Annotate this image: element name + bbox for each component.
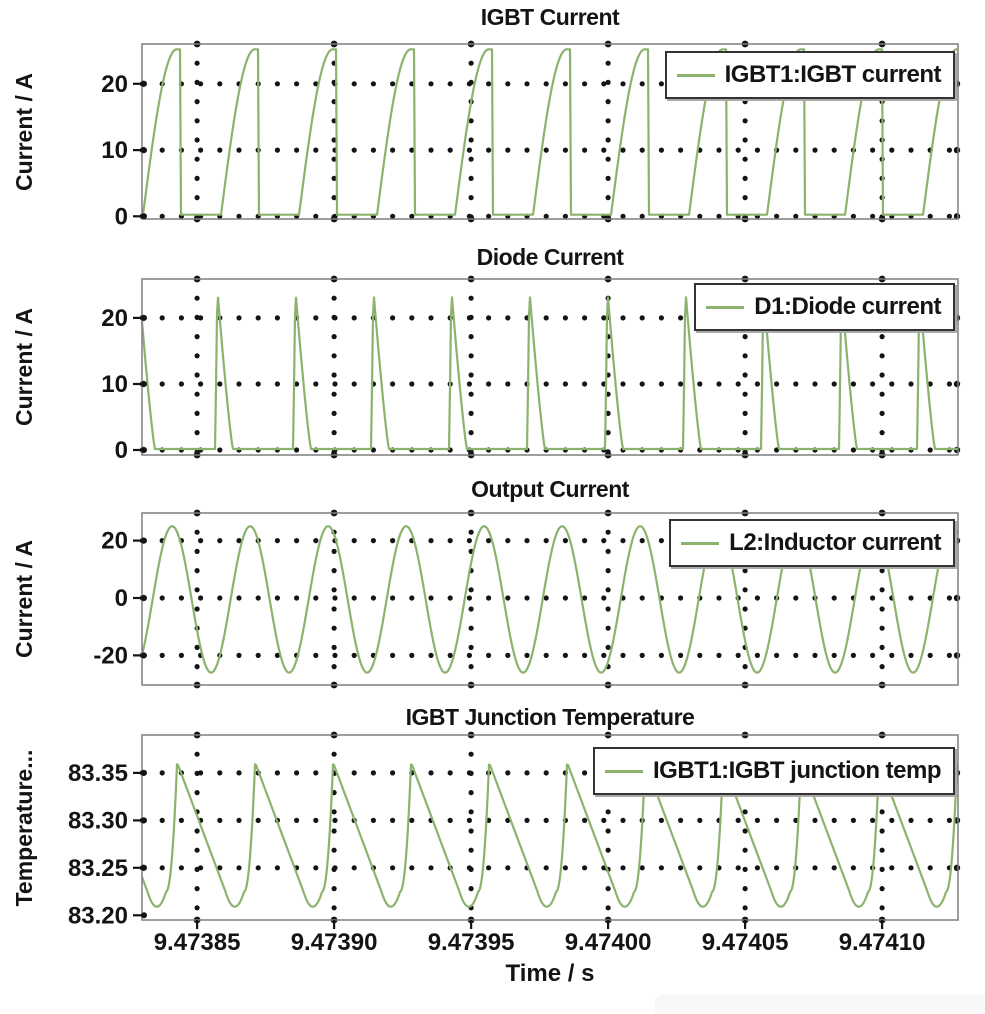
legend-label: L2:Inductor current: [729, 529, 941, 556]
y-tick-label: 10: [101, 137, 128, 164]
y-tick-label: 83.20: [68, 902, 128, 929]
x-tick-label: 9.47385: [154, 929, 241, 956]
legend-label: D1:Diode current: [754, 293, 941, 320]
plot-title-output-current: Output Current: [471, 476, 629, 502]
plot-frame: [141, 278, 959, 456]
x-tick-label: 9.47410: [839, 929, 926, 956]
y-tick-label: 0: [115, 585, 128, 612]
y-tick-label: 83.35: [68, 760, 128, 787]
waveform-line: [140, 296, 959, 451]
plot-title-junction-temperature: IGBT Junction Temperature: [405, 704, 695, 730]
x-tick-label: 9.47400: [565, 929, 652, 956]
subplot-2: -20 0 20: [93, 509, 961, 689]
subplot-3: 83.20 83.25 83.30 83.35: [68, 731, 961, 929]
y-tick-label: 83.30: [68, 807, 128, 834]
y-tick-label: 20: [101, 528, 128, 555]
x-axis-label: Time / s: [505, 960, 595, 987]
x-tick-label: 9.47405: [702, 929, 789, 956]
plot-frame: [141, 734, 959, 921]
legend-inductor-current: L2:Inductor current: [669, 519, 955, 567]
legend-line-sample-icon: [605, 769, 643, 773]
watermark-strip: [655, 994, 985, 1014]
y-tick-label: 0: [115, 203, 128, 230]
legend-junction-temp: IGBT1:IGBT junction temp: [593, 747, 955, 795]
waveform-line: [141, 48, 959, 216]
x-tick-label: 9.47395: [428, 929, 515, 956]
y-tick-label: 20: [101, 71, 128, 98]
y-tick-label: -20: [93, 642, 128, 669]
legend-label: IGBT1:IGBT junction temp: [653, 757, 942, 784]
y-tick-label: 0: [115, 437, 128, 464]
legend-line-sample-icon: [706, 305, 745, 309]
waveform-line: [140, 763, 959, 908]
legend-igbt-current: IGBT1:IGBT current: [664, 51, 955, 99]
plot-frame: [141, 43, 959, 220]
x-tick-label: 9.47390: [291, 929, 378, 956]
legend-diode-current: D1:Diode current: [694, 283, 955, 331]
y-tick-label: 20: [101, 305, 128, 332]
y-tick-label: 10: [101, 371, 128, 398]
y-tick-label: 83.25: [68, 855, 128, 882]
legend-label: IGBT1:IGBT current: [724, 61, 942, 88]
legend-line-sample-icon: [676, 73, 715, 77]
waveform-line: [140, 525, 960, 674]
subplot-0: 0 10 20: [101, 40, 961, 230]
plot-title-diode-current: Diode Current: [476, 244, 624, 270]
plot-title-igbt-current: IGBT Current: [480, 4, 620, 30]
legend-line-sample-icon: [681, 541, 720, 545]
